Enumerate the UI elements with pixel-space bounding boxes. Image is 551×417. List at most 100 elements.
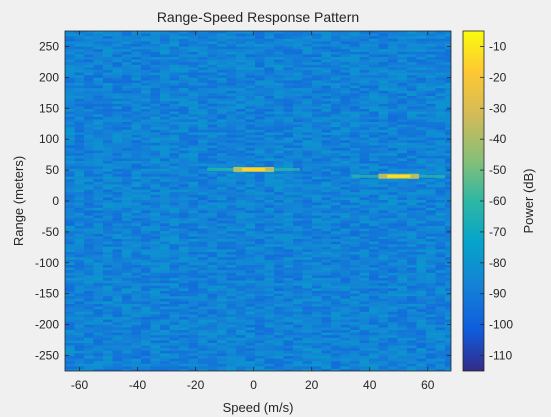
heatmap-cell <box>93 283 104 286</box>
heatmap-cell <box>236 192 246 195</box>
heatmap-cell <box>331 148 341 151</box>
heatmap-cell <box>302 132 313 136</box>
heatmap-cell <box>226 226 237 229</box>
heatmap-cell <box>188 311 199 315</box>
heatmap-cell <box>435 241 446 245</box>
heatmap-cell <box>217 189 227 193</box>
heatmap-cell <box>340 202 351 206</box>
heatmap-cell <box>245 241 256 245</box>
heatmap-cell <box>416 304 427 307</box>
heatmap-cell <box>198 246 208 250</box>
heatmap-cell <box>245 49 256 52</box>
heatmap-cell <box>264 337 275 341</box>
heatmap-cell <box>378 179 389 182</box>
heatmap-cell <box>321 75 332 78</box>
heatmap-cell <box>236 252 246 255</box>
heatmap-cell <box>179 280 189 284</box>
heatmap-cell <box>293 142 303 146</box>
heatmap-cell <box>160 41 170 45</box>
heatmap-cell <box>264 223 275 227</box>
heatmap-cell <box>131 202 142 206</box>
heatmap-cell <box>321 205 332 208</box>
heatmap-cell <box>255 319 265 323</box>
heatmap-cell <box>150 275 161 279</box>
heatmap-cell <box>340 114 351 117</box>
heatmap-cell <box>350 148 360 151</box>
heatmap-cell <box>141 46 151 50</box>
heatmap-cell <box>112 314 123 318</box>
heatmap-cell <box>112 301 123 305</box>
heatmap-cell <box>207 124 218 128</box>
heatmap-cell <box>84 116 94 120</box>
heatmap-cell <box>274 116 284 120</box>
heatmap-cell <box>84 241 94 245</box>
heatmap-cell <box>169 176 180 180</box>
heatmap-cell <box>426 119 436 123</box>
heatmap-cell <box>131 283 142 286</box>
heatmap-cell <box>255 327 265 331</box>
heatmap-cell <box>169 309 180 312</box>
heatmap-cell <box>150 304 161 307</box>
heatmap-cell <box>74 301 85 305</box>
heatmap-cell <box>397 75 408 78</box>
heatmap-cell <box>131 233 142 237</box>
heatmap-cell <box>141 158 151 162</box>
heatmap-cell <box>283 213 294 216</box>
heatmap-cell <box>255 270 265 273</box>
heatmap-cell <box>84 337 94 341</box>
heatmap-cell <box>283 98 294 102</box>
heatmap-cell <box>283 106 294 110</box>
heatmap-cell <box>264 322 275 325</box>
heatmap-cell <box>112 179 123 182</box>
heatmap-cell <box>226 317 237 320</box>
heatmap-cell <box>179 166 189 169</box>
heatmap-cell <box>264 36 275 39</box>
heatmap-cell <box>112 132 123 136</box>
heatmap-cell <box>141 161 151 164</box>
heatmap-cell <box>397 213 408 216</box>
heatmap-cell <box>302 213 313 216</box>
heatmap-cell <box>340 233 351 237</box>
heatmap-cell <box>350 345 360 349</box>
heatmap-cell <box>378 148 389 151</box>
heatmap-cell <box>141 132 151 136</box>
heatmap-cell <box>103 119 113 123</box>
heatmap-cell <box>84 298 94 302</box>
heatmap-cell <box>217 64 227 68</box>
heatmap-cell <box>388 272 398 276</box>
heatmap-cell <box>131 265 142 268</box>
heatmap-cell <box>321 171 332 175</box>
heatmap-cell <box>74 54 85 58</box>
heatmap-cell <box>160 51 170 55</box>
heatmap-cell <box>283 275 294 279</box>
heatmap-cell <box>245 109 256 112</box>
heatmap-cell <box>359 304 370 307</box>
heatmap-cell <box>435 298 446 302</box>
heatmap-cell <box>226 33 237 37</box>
heatmap-cell <box>302 298 313 302</box>
heatmap-cell <box>207 226 218 229</box>
heatmap-cell <box>397 31 408 34</box>
heatmap-cell <box>236 278 246 281</box>
heatmap-cell <box>369 319 379 323</box>
heatmap-cell <box>84 314 94 318</box>
heatmap-cell <box>103 46 113 50</box>
heatmap-cell <box>378 210 389 214</box>
heatmap-cell <box>160 67 170 71</box>
heatmap-cell <box>255 161 265 164</box>
heatmap-cell <box>122 345 132 349</box>
heatmap-cell <box>293 145 303 149</box>
heatmap-cell <box>321 184 332 188</box>
heatmap-cell <box>331 228 341 232</box>
heatmap-cell <box>426 33 436 37</box>
heatmap-cell <box>283 343 294 346</box>
heatmap-cell <box>245 135 256 138</box>
heatmap-cell <box>188 168 199 172</box>
heatmap-cell <box>103 327 113 331</box>
heatmap-cell <box>150 135 161 138</box>
heatmap-cell <box>407 41 417 45</box>
heatmap-cell <box>112 207 123 211</box>
heatmap-cell <box>74 322 85 325</box>
heatmap-cell <box>226 122 237 125</box>
heatmap-cell <box>141 270 151 273</box>
